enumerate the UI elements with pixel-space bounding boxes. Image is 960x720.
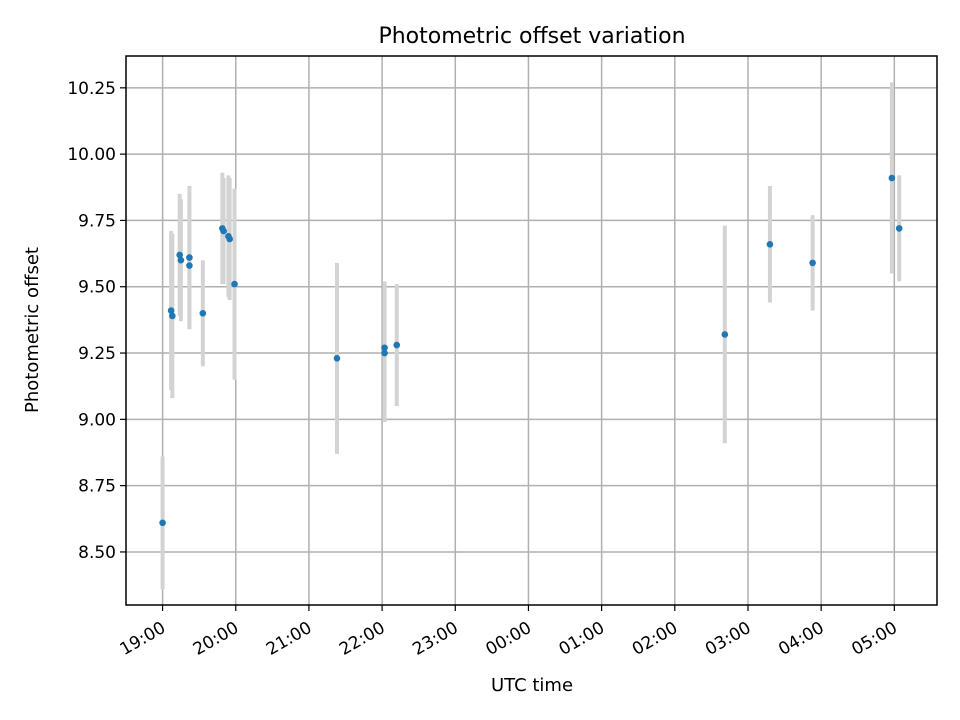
y-tick-label: 9.50 [78,278,116,298]
error-bars [160,82,902,590]
data-point [721,331,729,338]
data-point [888,174,896,182]
data-point [220,227,227,235]
data-point [186,262,193,269]
data-point [199,309,207,317]
y-tick-label: 9.25 [78,344,116,364]
data-point [176,251,183,259]
data-point [159,519,166,527]
x-tick-label: 21:00 [263,618,315,660]
data-point [186,254,193,261]
x-tick-label: 04:00 [775,618,827,660]
x-axis-label: UTC time [491,675,573,696]
x-tick-label: 02:00 [629,618,681,660]
data-points [159,174,903,527]
y-axis-ticks: 8.50 8.75 9.00 9.25 9.50 9.75 10.00 10.25 [67,79,126,563]
y-tick-label: 9.75 [78,211,116,231]
x-tick-label: 03:00 [702,618,754,660]
y-tick-label: 9.00 [78,410,116,430]
data-point [809,259,816,267]
data-point [895,225,903,232]
data-point [333,355,341,362]
x-tick-label: 05:00 [848,618,900,660]
x-tick-label: 00:00 [483,618,535,660]
chart-title: Photometric offset variation [378,24,685,49]
x-tick-label: 19:00 [117,618,169,660]
y-tick-label: 10.00 [67,145,116,165]
data-point [766,241,774,248]
data-point [169,312,176,320]
plot-frame [125,55,938,606]
x-tick-label: 23:00 [409,618,461,660]
x-tick-label: 01:00 [556,618,608,660]
x-axis-ticks: 19:00 20:00 21:00 22:00 23:00 00:00 01:00 02:00… [117,605,901,660]
x-tick-label: 20:00 [190,618,242,660]
data-point [381,349,388,357]
data-point [226,235,233,243]
data-point [231,280,238,288]
data-point [177,256,185,264]
y-tick-label: 8.50 [78,543,116,563]
data-point [167,307,175,314]
y-axis-label: Photometric offset [22,247,43,413]
data-point [393,341,401,349]
grid [126,56,937,605]
x-tick-label: 22:00 [336,618,388,660]
data-point [381,344,388,352]
y-tick-label: 10.25 [67,79,116,99]
y-tick-label: 8.75 [78,477,116,497]
